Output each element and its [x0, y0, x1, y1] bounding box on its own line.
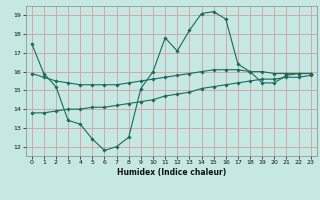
X-axis label: Humidex (Indice chaleur): Humidex (Indice chaleur)	[116, 168, 226, 177]
